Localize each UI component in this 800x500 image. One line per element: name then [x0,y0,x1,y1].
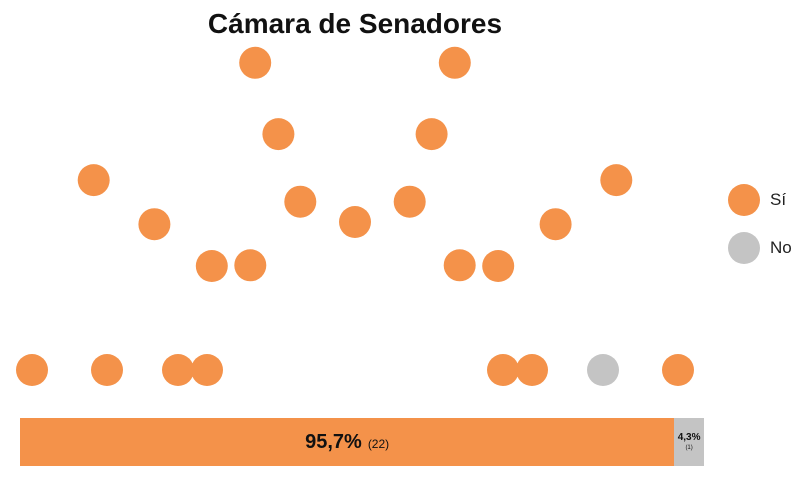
bar-segment-no: 4,3% (1) [674,418,704,466]
seat-si [443,249,476,282]
seat-si [239,46,272,79]
seat-si [91,354,123,386]
seat-si [284,185,317,218]
seat-si [262,118,295,151]
seat-si [600,164,633,197]
seat-si [539,208,572,241]
seat-si [482,250,515,282]
legend-item-no: No [728,232,792,264]
legend-label-si: Sí [770,190,787,209]
bar-count-si: (22) [367,436,390,451]
legend-label-no: No [770,238,792,257]
legend-swatch-no [728,232,760,264]
seat-si [234,249,267,282]
legend: Sí No [728,184,792,280]
seat-si [487,354,519,386]
seat-si [77,164,110,197]
seat-si [662,354,694,386]
bar-segment-si: 95,7% (22) [20,418,675,466]
seat-si [339,206,371,238]
bar-percent-no: 4,3% [677,431,701,443]
seat-si [393,185,426,218]
bar-count-no: (1) [685,444,693,451]
seat-si [162,354,194,386]
seat-si [516,354,548,386]
seat-si [138,208,171,241]
seat-si [438,46,471,79]
legend-item-si: Sí [728,184,792,216]
hemicycle-chart [16,46,694,386]
bar-percent-si: 95,7% [305,430,362,453]
seat-si [415,118,448,151]
seat-si [16,354,48,386]
seat-si [191,354,223,386]
legend-swatch-si [728,184,760,216]
seat-no [587,354,619,386]
seat-si [195,250,228,282]
result-bar: 95,7% (22) 4,3% (1) [20,418,704,466]
chart-title: Cámara de Senadores [207,8,503,39]
